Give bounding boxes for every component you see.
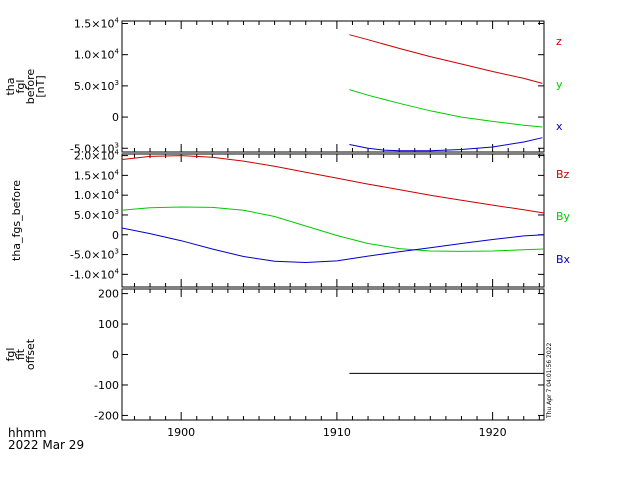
panel-1-series-z (349, 34, 543, 84)
panel-1-ytick-label: 1.5×104 (74, 16, 120, 30)
panel-3-ytick-label: -100 (94, 379, 119, 392)
panel-3-frame (121, 288, 545, 421)
panel-2-ytick-label: 1.5×104 (74, 168, 120, 182)
panel-2-ytick-label: -5.0×103 (70, 248, 119, 262)
xtick-label: 1920 (479, 426, 507, 439)
panel-1-ytick-label: 5.0×103 (74, 79, 119, 93)
panel-1-ytick-label: 0 (112, 111, 119, 124)
panel-2-ytick-label: 5.0×103 (74, 208, 119, 222)
panel-1-ylabel-line: tha (4, 77, 17, 95)
panel-2-legend-Bx: Bx (556, 253, 571, 266)
panel-1-frame (121, 20, 545, 153)
panel-3-ylabel-line: offset (24, 338, 37, 370)
panel-3-ylabel-line: fgl (4, 348, 17, 362)
panel-2-series-Bx (122, 227, 544, 264)
panel-2-ytick-label: 0 (112, 229, 119, 242)
panel-1-series-x (349, 137, 543, 152)
panel-1-legend-z: z (556, 35, 562, 48)
panel-3-ytick-label: 100 (98, 318, 119, 331)
panel-2-frame (121, 153, 545, 288)
panel-2-ytick-label: 2.0×104 (74, 149, 120, 163)
panel-1-ylabel-line: [nT] (34, 75, 47, 97)
panel-2-series-Bz (122, 155, 544, 214)
panel-2-legend-Bz: Bz (556, 168, 570, 181)
panel-3-ylabel-line: fit (14, 348, 27, 360)
xtick-label: 1900 (167, 426, 195, 439)
footer-time-label: hhmm (8, 426, 47, 440)
panel-2-legend-By: By (556, 210, 571, 223)
panel-1-legend-y: y (556, 78, 563, 91)
panel-1-legend-x: x (556, 120, 563, 133)
panel-3-ytick-label: 0 (112, 349, 119, 362)
panel-1-ytick-label: -5.0×103 (70, 141, 119, 155)
panel-2-ytick-label: -1.0×104 (70, 267, 120, 281)
panel-2-ytick-label: 1.0×104 (74, 188, 120, 202)
panel-2-ylabel-line: tha_fgs_before (10, 180, 23, 261)
panel-3-ytick-label: -200 (94, 409, 119, 422)
panel-3-ytick-label: 200 (98, 288, 119, 301)
panel-1-ylabel-line: before (24, 69, 37, 105)
panel-1-series-y (349, 89, 543, 128)
footer-date-label: 2022 Mar 29 (8, 438, 85, 452)
panel-1-ylabel-line: fgl (14, 80, 27, 94)
panel-2-series-By (122, 206, 544, 252)
timestamp-label: Thu Apr 7 04:01:56 2022 (546, 343, 553, 419)
panel-1-ytick-label: 1.0×104 (74, 48, 120, 62)
xtick-label: 1910 (323, 426, 351, 439)
